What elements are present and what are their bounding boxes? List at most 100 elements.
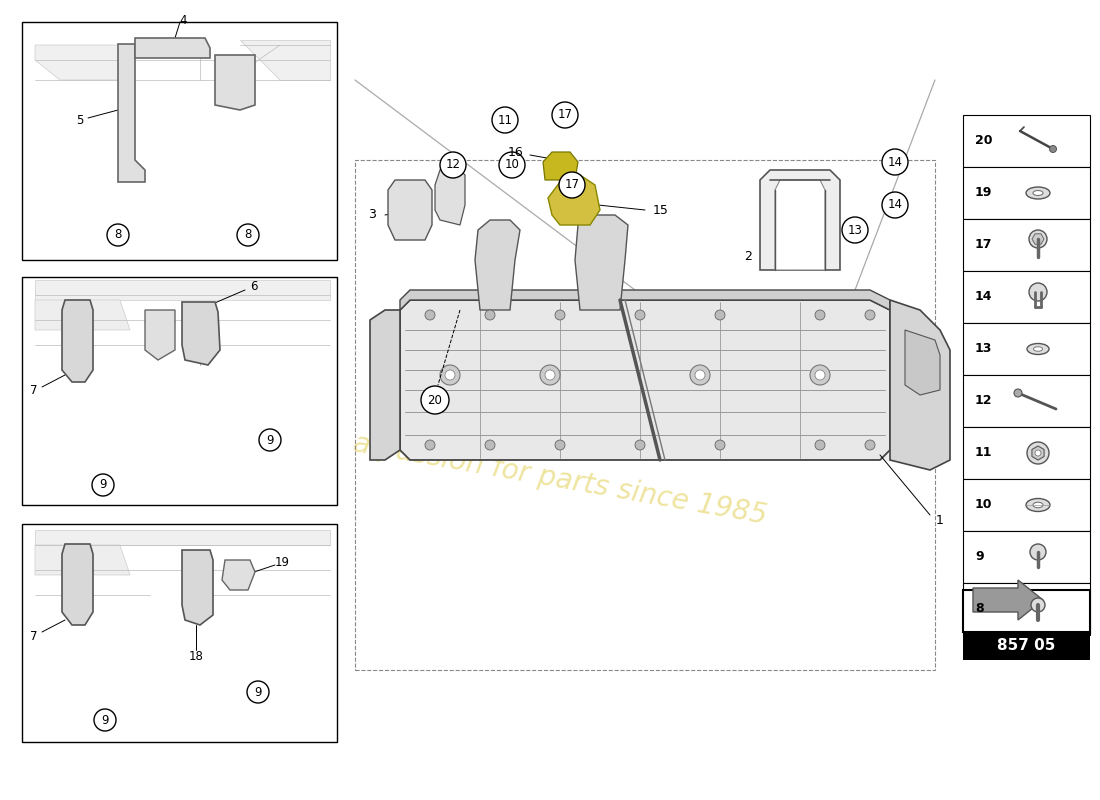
Text: 8: 8 [114, 229, 122, 242]
Text: 16: 16 [507, 146, 522, 158]
Polygon shape [214, 55, 255, 110]
Circle shape [440, 152, 466, 178]
Polygon shape [135, 38, 210, 58]
Polygon shape [475, 220, 520, 310]
Text: 8: 8 [244, 229, 252, 242]
Bar [22, 22, 337, 260]
Circle shape [635, 310, 645, 320]
Text: 9: 9 [975, 550, 983, 563]
Text: 13: 13 [975, 342, 992, 355]
Circle shape [865, 440, 874, 450]
Bar [962, 479, 1090, 531]
Circle shape [865, 310, 874, 320]
Circle shape [499, 152, 525, 178]
Text: 9: 9 [254, 686, 262, 698]
Text: 13: 13 [848, 223, 862, 237]
Circle shape [842, 217, 868, 243]
Text: 17: 17 [564, 178, 580, 191]
Circle shape [485, 310, 495, 320]
Circle shape [421, 386, 449, 414]
Text: 9: 9 [99, 478, 107, 491]
Text: 8: 8 [975, 602, 983, 615]
Circle shape [425, 310, 435, 320]
Text: eurocarparts: eurocarparts [364, 310, 956, 490]
Circle shape [815, 310, 825, 320]
Bar [22, 277, 337, 505]
Text: 1: 1 [936, 514, 944, 526]
Polygon shape [35, 280, 330, 300]
Polygon shape [35, 45, 120, 80]
Circle shape [556, 440, 565, 450]
Text: 11: 11 [975, 446, 992, 459]
Bar [962, 427, 1090, 479]
Polygon shape [222, 560, 255, 590]
Text: 6: 6 [251, 281, 257, 294]
Polygon shape [400, 290, 890, 310]
Polygon shape [388, 180, 432, 240]
Polygon shape [1032, 234, 1044, 244]
Circle shape [440, 365, 460, 385]
Bar [962, 531, 1090, 583]
Bar [962, 219, 1090, 271]
Circle shape [492, 107, 518, 133]
Circle shape [815, 370, 825, 380]
Text: a passion for parts since 1985: a passion for parts since 1985 [351, 430, 769, 530]
Polygon shape [890, 300, 950, 470]
Circle shape [690, 365, 710, 385]
Circle shape [556, 310, 565, 320]
Text: 12: 12 [975, 394, 992, 407]
Polygon shape [182, 550, 213, 625]
Circle shape [540, 365, 560, 385]
Text: 17: 17 [975, 238, 992, 251]
Polygon shape [776, 180, 825, 270]
Text: 11: 11 [497, 114, 513, 126]
Circle shape [559, 172, 585, 198]
Polygon shape [35, 530, 330, 545]
Ellipse shape [1034, 346, 1043, 351]
Polygon shape [434, 165, 465, 225]
Circle shape [882, 149, 908, 175]
Ellipse shape [1033, 502, 1043, 508]
Polygon shape [974, 580, 1043, 620]
Polygon shape [240, 40, 330, 80]
Text: 9: 9 [101, 714, 109, 726]
Circle shape [107, 224, 129, 246]
Circle shape [485, 440, 495, 450]
Text: 14: 14 [888, 155, 902, 169]
Bar [962, 583, 1090, 635]
Circle shape [1028, 230, 1047, 248]
Bar [962, 115, 1090, 167]
Circle shape [92, 474, 114, 496]
Circle shape [1027, 442, 1049, 464]
Ellipse shape [1033, 190, 1043, 195]
Circle shape [1030, 544, 1046, 560]
Polygon shape [370, 310, 400, 460]
Polygon shape [1032, 446, 1044, 460]
Circle shape [94, 709, 115, 731]
Bar [962, 375, 1090, 427]
Circle shape [236, 224, 258, 246]
Text: 19: 19 [275, 557, 289, 570]
Ellipse shape [1027, 343, 1049, 354]
Text: 20: 20 [428, 394, 442, 406]
Polygon shape [35, 545, 130, 575]
Polygon shape [62, 300, 94, 382]
Text: 18: 18 [188, 650, 204, 663]
Text: 14: 14 [888, 198, 902, 211]
Bar [962, 590, 1090, 632]
Bar [22, 524, 337, 742]
Text: 17: 17 [558, 109, 572, 122]
Circle shape [446, 370, 455, 380]
Text: 9: 9 [266, 434, 274, 446]
Circle shape [1035, 450, 1041, 456]
Bar [962, 271, 1090, 323]
Text: 3: 3 [368, 209, 376, 222]
Text: 7: 7 [31, 630, 37, 642]
Circle shape [248, 681, 270, 703]
Polygon shape [575, 215, 628, 310]
Text: 857 05: 857 05 [998, 638, 1056, 654]
Text: 2: 2 [744, 250, 752, 263]
Bar [962, 323, 1090, 375]
Circle shape [552, 102, 578, 128]
Text: 12: 12 [446, 158, 461, 171]
